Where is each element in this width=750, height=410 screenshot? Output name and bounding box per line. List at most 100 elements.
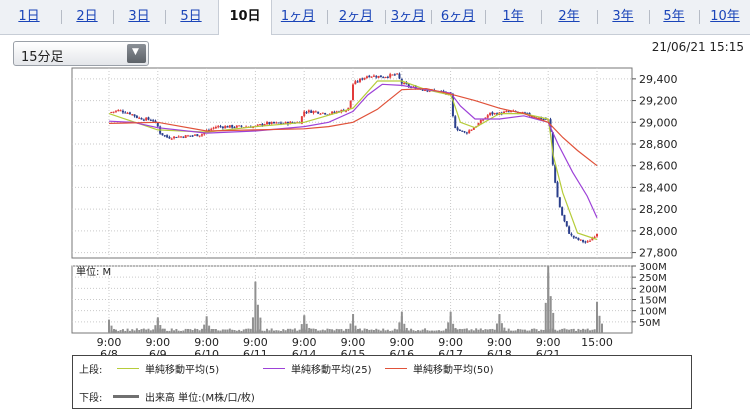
- volume-bar: [498, 314, 501, 333]
- tab-period-11[interactable]: 3年: [612, 9, 634, 24]
- candle-body: [424, 90, 427, 92]
- volume-bar: [419, 330, 422, 333]
- volume-bar: [319, 330, 322, 333]
- candle-body: [503, 111, 506, 114]
- volume-bar: [308, 327, 311, 333]
- volume-bar: [544, 302, 547, 333]
- volume-bar: [349, 323, 352, 333]
- candle-body: [593, 236, 596, 238]
- volume-bar: [533, 328, 536, 333]
- volume-bar: [142, 328, 145, 333]
- candle-body: [279, 122, 282, 124]
- candle-body: [486, 115, 489, 118]
- candle-body: [456, 127, 459, 131]
- candle-body: [596, 233, 598, 237]
- volume-bar: [221, 329, 224, 333]
- candle-body: [407, 84, 410, 87]
- candle-body: [154, 120, 157, 123]
- volume-bar: [598, 315, 601, 333]
- chevron-down-icon[interactable]: ▼: [127, 44, 146, 63]
- volume-bar: [577, 328, 580, 333]
- price-tick-label: 28,800: [639, 138, 678, 151]
- candle-body: [117, 109, 120, 112]
- volume-bar: [231, 329, 234, 333]
- candle-body: [589, 240, 592, 242]
- volume-bar: [579, 329, 582, 333]
- volume-bar: [175, 328, 178, 333]
- candle-body: [470, 129, 473, 131]
- tab-period-3[interactable]: 5日: [180, 9, 202, 24]
- candle-body: [291, 122, 294, 124]
- volume-bar: [377, 329, 380, 333]
- volume-bar: [472, 330, 475, 333]
- tab-period-5[interactable]: 1ヶ月: [280, 9, 316, 24]
- volume-bar: [354, 325, 357, 333]
- price-tick-label: 27,800: [639, 247, 678, 260]
- candle-body: [575, 237, 578, 239]
- candle-body: [147, 117, 150, 120]
- volume-bar: [512, 330, 515, 333]
- volume-bar: [335, 328, 338, 333]
- volume-bar: [210, 328, 213, 333]
- volume-bar: [228, 328, 231, 333]
- volume-bar: [444, 328, 447, 333]
- volume-bar: [147, 328, 150, 333]
- tab-period-10[interactable]: 2年: [558, 9, 580, 24]
- volume-bar: [266, 328, 269, 333]
- volume-bar: [286, 328, 289, 333]
- volume-bar: [370, 329, 373, 333]
- tab-period-4[interactable]: 10日: [218, 0, 272, 35]
- candle-body: [363, 77, 366, 80]
- volume-bar: [456, 329, 459, 333]
- candle-body: [523, 112, 526, 114]
- candle-body: [152, 120, 155, 122]
- volume-bar: [189, 329, 192, 333]
- candle-body: [358, 78, 361, 82]
- tab-period-13[interactable]: 10年: [710, 9, 740, 24]
- volume-bar: [256, 304, 259, 333]
- volume-bar: [184, 328, 187, 333]
- volume-tick-label: 150M: [639, 296, 667, 307]
- volume-bar: [591, 329, 594, 333]
- candle-body: [477, 123, 480, 127]
- tab-period-9[interactable]: 1年: [502, 9, 524, 24]
- candle-body: [591, 237, 594, 241]
- candle-body: [468, 130, 471, 134]
- volume-bar: [212, 328, 215, 333]
- candle-body: [307, 110, 310, 113]
- interval-select[interactable]: 15分足 ▼: [13, 41, 149, 66]
- tab-separator: [113, 10, 114, 24]
- volume-bar: [268, 330, 271, 333]
- candle-body: [300, 116, 303, 124]
- candle-body: [261, 123, 264, 126]
- volume-bar: [156, 317, 159, 333]
- tab-period-2[interactable]: 3日: [128, 9, 150, 24]
- volume-bar: [424, 328, 427, 333]
- candle-body: [428, 90, 431, 92]
- volume-bar: [235, 330, 238, 333]
- tab-separator: [61, 10, 62, 24]
- x-tick-time: 9:00: [389, 336, 414, 349]
- candle-body: [549, 119, 552, 132]
- candle-body: [579, 239, 582, 241]
- volume-bar: [489, 329, 492, 333]
- volume-bar: [203, 324, 206, 333]
- volume-bar: [361, 330, 364, 333]
- tab-period-1[interactable]: 2日: [76, 9, 98, 24]
- tab-separator: [699, 10, 700, 24]
- tab-period-12[interactable]: 5年: [663, 9, 685, 24]
- tab-period-7[interactable]: 3ヶ月: [390, 9, 426, 24]
- tab-period-8[interactable]: 6ヶ月: [440, 9, 476, 24]
- candle-body: [540, 117, 543, 120]
- candle-body: [145, 117, 148, 121]
- candle-body: [526, 112, 529, 114]
- volume-bar: [108, 319, 110, 333]
- candle-body: [221, 126, 224, 128]
- volume-bar: [119, 330, 122, 333]
- tab-separator: [165, 10, 166, 24]
- volume-unit-label: 単位: M: [76, 265, 111, 278]
- tab-period-0[interactable]: 1日: [18, 9, 40, 24]
- volume-bar: [452, 323, 455, 333]
- tab-period-6[interactable]: 2ヶ月: [338, 9, 374, 24]
- candle-body: [182, 136, 185, 138]
